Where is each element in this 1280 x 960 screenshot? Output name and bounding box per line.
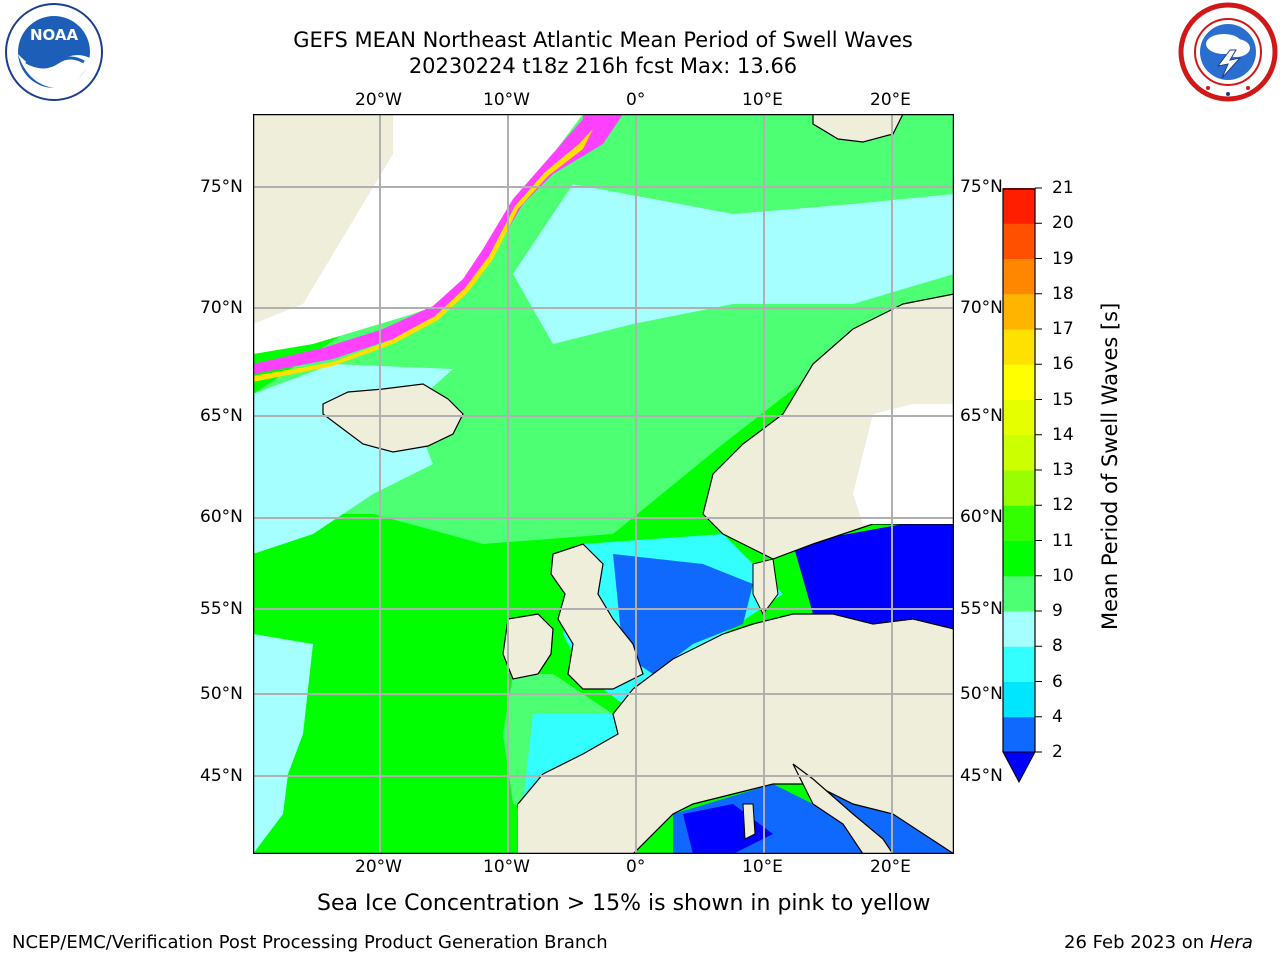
colorbar-title: Mean Period of Swell Waves [s] xyxy=(1098,302,1122,630)
lon-tick-bottom-0: 0° xyxy=(626,857,646,877)
map-frame xyxy=(253,114,954,854)
colorbar-segment xyxy=(1003,540,1035,577)
lat-tick-left-65n: 65°N xyxy=(200,406,243,426)
svalbard xyxy=(812,114,904,143)
colorbar-labels: 2 4 6 8 9 10 11 12 13 14 15 16 17 18 19 20 21 xyxy=(1044,178,1104,784)
colorbar-segment xyxy=(1003,611,1035,647)
lat-tick-left-70n: 70°N xyxy=(200,298,243,318)
field-8s-greenland-sea xyxy=(513,184,954,344)
field-baltic xyxy=(793,524,954,634)
colorbar-level-label: 18 xyxy=(1052,283,1074,304)
footer-machine: Hera xyxy=(1209,932,1253,953)
noaa-logo: NOAA xyxy=(4,2,104,102)
colorbar xyxy=(1002,187,1042,784)
great-britain xyxy=(550,543,644,690)
colorbar-segment xyxy=(1003,716,1035,753)
chart-subtitle: 20230224 t18z 216h fcst Max: 13.66 xyxy=(408,54,798,78)
noaa-logo-text: NOAA xyxy=(30,26,79,44)
colorbar-segment xyxy=(1003,329,1035,365)
lon-tick-top-0: 0° xyxy=(626,90,646,110)
iberia xyxy=(518,794,633,854)
colorbar-level-label: 15 xyxy=(1052,389,1074,410)
footer-date: 26 Feb 2023 on Hera xyxy=(1064,932,1253,954)
colorbar-segment xyxy=(1003,364,1035,400)
colorbar-level-label: 8 xyxy=(1052,636,1063,657)
colorbar-segment xyxy=(1003,470,1035,506)
colorbar-level-label: 21 xyxy=(1052,178,1074,198)
colorbar-segment xyxy=(1003,293,1035,330)
field-med-west xyxy=(683,804,773,854)
lat-tick-right-75n: 75°N xyxy=(960,177,1003,197)
lat-tick-right-45n: 45°N xyxy=(960,766,1003,786)
colorbar-segment xyxy=(1003,681,1035,718)
map-panel xyxy=(253,114,954,854)
colorbar-segment xyxy=(1003,646,1035,682)
colorbar-level-label: 20 xyxy=(1052,213,1074,234)
colorbar-level-label: 12 xyxy=(1052,495,1074,516)
denmark xyxy=(752,558,779,615)
colorbar-level-label: 13 xyxy=(1052,460,1074,480)
colorbar-segment xyxy=(1003,399,1035,436)
italy xyxy=(792,763,894,854)
colorbar-segment xyxy=(1003,223,1035,259)
colorbar-level-label: 19 xyxy=(1052,248,1074,269)
nws-logo xyxy=(1178,2,1278,102)
colorbar-level-label: 16 xyxy=(1052,354,1074,375)
graticule xyxy=(253,114,954,854)
field-2s-north-sea xyxy=(613,554,753,674)
lon-tick-bottom-20w: 20°W xyxy=(355,857,402,877)
lon-tick-top-20w: 20°W xyxy=(355,90,402,110)
sea-ice-edge-pink xyxy=(253,114,623,374)
lon-tick-bottom-10w: 10°W xyxy=(483,857,530,877)
lon-tick-bottom-20e: 20°E xyxy=(870,857,911,877)
lon-tick-top-20e: 20°E xyxy=(870,90,911,110)
colorbar-segment xyxy=(1003,434,1035,471)
colorbar-level-label: 9 xyxy=(1052,601,1063,621)
lat-tick-left-45n: 45°N xyxy=(200,766,243,786)
lat-tick-right-60n: 60°N xyxy=(960,507,1003,527)
iceland xyxy=(322,383,464,453)
ireland xyxy=(502,613,554,680)
chart-title: GEFS MEAN Northeast Atlantic Mean Period… xyxy=(293,28,913,52)
colorbar-level-label: 4 xyxy=(1052,706,1063,727)
colorbar-level-label: 14 xyxy=(1052,424,1074,445)
lat-tick-right-50n: 50°N xyxy=(960,684,1003,704)
colorbar-segment xyxy=(1003,258,1035,295)
lat-tick-left-60n: 60°N xyxy=(200,507,243,527)
field-8s-southwest xyxy=(253,714,293,854)
lon-tick-top-10w: 10°W xyxy=(483,90,530,110)
lat-tick-left-75n: 75°N xyxy=(200,177,243,197)
gulf-bothnia-ice xyxy=(853,404,954,524)
colorbar-segment xyxy=(1003,505,1035,541)
lat-tick-right-65n: 65°N xyxy=(960,406,1003,426)
colorbar-title-wrap: Mean Period of Swell Waves [s] xyxy=(1060,303,1160,630)
corsica xyxy=(742,803,756,840)
colorbar-level-label: 2 xyxy=(1052,742,1063,762)
lat-tick-right-55n: 55°N xyxy=(960,599,1003,619)
colorbar-extend-triangle xyxy=(1002,751,1036,784)
colorbar-level-label: 10 xyxy=(1052,565,1074,586)
colorbar-level-label: 11 xyxy=(1052,530,1074,551)
colorbar-level-label: 6 xyxy=(1052,671,1063,692)
lat-tick-left-50n: 50°N xyxy=(200,684,243,704)
lon-tick-bottom-10e: 10°E xyxy=(742,857,783,877)
footer-date-text: 26 Feb 2023 on xyxy=(1064,932,1210,953)
lon-tick-top-10e: 10°E xyxy=(742,90,783,110)
colorbar-segment xyxy=(1003,575,1035,612)
colorbar-segment xyxy=(1003,188,1035,224)
colorbar-level-label: 17 xyxy=(1052,319,1074,339)
greenland-land xyxy=(253,114,393,324)
sea-ice-note: Sea Ice Concentration > 15% is shown in … xyxy=(317,891,931,916)
lat-tick-right-70n: 70°N xyxy=(960,298,1003,318)
footer-branch: NCEP/EMC/Verification Post Processing Pr… xyxy=(12,932,608,953)
lat-tick-left-55n: 55°N xyxy=(200,599,243,619)
